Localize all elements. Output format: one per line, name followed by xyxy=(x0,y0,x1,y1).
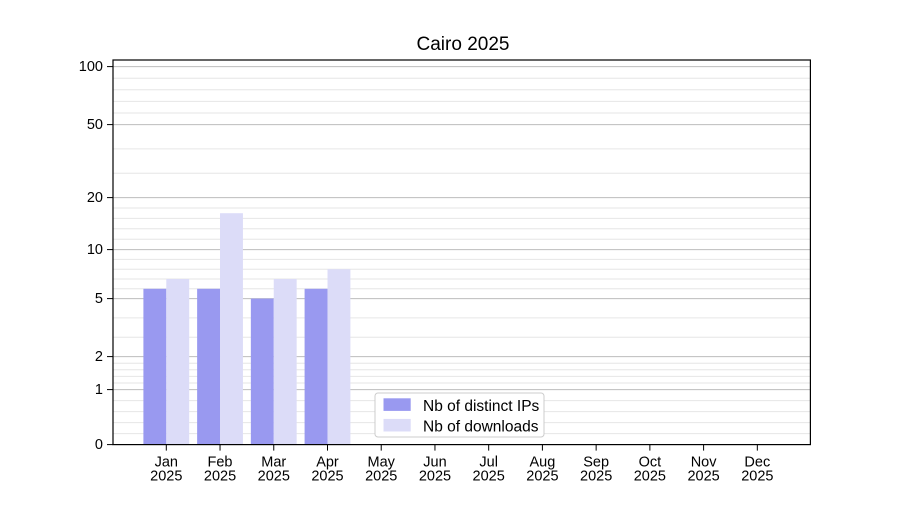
svg-text:2025: 2025 xyxy=(580,469,612,485)
svg-text:2025: 2025 xyxy=(258,469,290,485)
svg-text:2025: 2025 xyxy=(526,469,558,485)
svg-text:2025: 2025 xyxy=(150,469,182,485)
svg-text:2025: 2025 xyxy=(311,469,343,485)
svg-text:50: 50 xyxy=(87,117,103,133)
svg-text:2025: 2025 xyxy=(419,469,451,485)
svg-text:0: 0 xyxy=(95,437,103,453)
svg-text:Nb of distinct IPs: Nb of distinct IPs xyxy=(423,398,540,415)
svg-text:2025: 2025 xyxy=(741,469,773,485)
svg-text:10: 10 xyxy=(87,242,103,258)
svg-text:2025: 2025 xyxy=(687,469,719,485)
svg-text:1: 1 xyxy=(95,382,103,398)
svg-text:Nb of downloads: Nb of downloads xyxy=(423,418,539,435)
svg-text:2025: 2025 xyxy=(473,469,505,485)
svg-text:2025: 2025 xyxy=(204,469,236,485)
svg-text:2025: 2025 xyxy=(634,469,666,485)
svg-text:Cairo 2025: Cairo 2025 xyxy=(417,34,510,55)
svg-text:100: 100 xyxy=(79,59,103,75)
svg-text:2025: 2025 xyxy=(365,469,397,485)
svg-text:2: 2 xyxy=(95,349,103,365)
svg-text:5: 5 xyxy=(95,291,103,307)
svg-text:20: 20 xyxy=(87,190,103,206)
